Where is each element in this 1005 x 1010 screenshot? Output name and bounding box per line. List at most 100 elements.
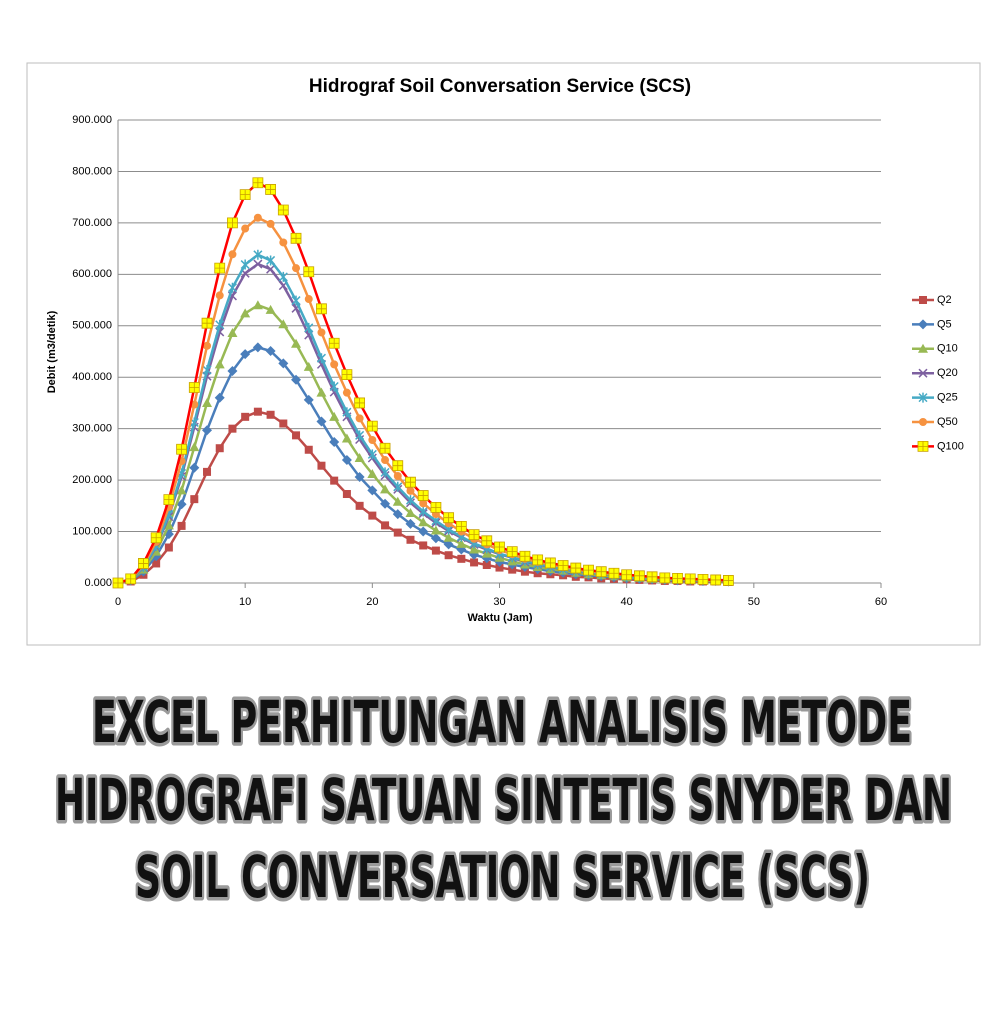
point <box>380 498 391 509</box>
point <box>227 282 237 293</box>
point <box>266 410 275 419</box>
point <box>405 476 416 488</box>
point <box>215 444 224 453</box>
point <box>494 541 505 553</box>
point <box>304 322 314 333</box>
point <box>266 219 275 228</box>
legend-marker <box>917 441 929 452</box>
point <box>292 264 301 273</box>
point <box>506 546 518 558</box>
point <box>368 435 377 444</box>
point <box>379 442 391 454</box>
point <box>227 366 238 377</box>
point <box>253 259 263 269</box>
point <box>419 499 428 508</box>
point <box>508 565 517 574</box>
point <box>393 481 403 492</box>
point <box>112 577 124 589</box>
headline: EXCEL PERHITUNGAN ANALISIS METODE <box>92 688 912 756</box>
point <box>430 525 441 535</box>
point <box>203 467 212 476</box>
y-tick-label: 400.000 <box>72 371 112 383</box>
legend-marker <box>918 343 928 353</box>
point <box>495 563 504 572</box>
point <box>241 224 250 233</box>
point <box>252 342 263 353</box>
point <box>190 495 199 504</box>
chart-title: Hidrograf Soil Conversation Service (SCS… <box>309 76 691 97</box>
point <box>341 369 353 381</box>
point <box>214 392 225 403</box>
point <box>431 546 440 555</box>
point <box>355 430 365 441</box>
point <box>304 295 313 304</box>
point <box>228 250 237 259</box>
point <box>633 570 645 582</box>
point <box>405 508 416 518</box>
point <box>291 295 301 306</box>
x-tick-label: 20 <box>366 596 378 608</box>
point <box>342 490 351 499</box>
legend-label: Q100 <box>937 440 964 452</box>
point <box>329 381 339 392</box>
point <box>354 397 366 409</box>
point <box>239 189 251 200</box>
point <box>367 485 378 496</box>
x-tick-label: 40 <box>621 596 633 608</box>
y-tick-label: 600.000 <box>72 268 112 280</box>
point <box>253 249 263 260</box>
legend-label: Q2 <box>937 294 952 306</box>
headline: SOIL CONVERSATION SERVICE (SCS) <box>135 843 870 911</box>
legend-marker <box>918 319 928 330</box>
point <box>583 564 594 576</box>
legend-label: Q20 <box>937 367 958 379</box>
legend-label: Q10 <box>937 343 958 355</box>
point <box>367 468 378 478</box>
point <box>252 300 263 310</box>
point <box>215 319 225 330</box>
point <box>176 485 187 495</box>
point <box>202 425 213 436</box>
point <box>279 419 288 428</box>
point <box>240 259 250 270</box>
point <box>684 573 696 585</box>
point <box>227 327 238 337</box>
point <box>316 303 327 315</box>
point <box>418 506 428 517</box>
point <box>697 573 709 585</box>
point <box>240 308 251 318</box>
point <box>240 349 251 360</box>
point <box>366 420 378 432</box>
point <box>330 360 339 369</box>
point <box>710 574 722 586</box>
point <box>468 529 480 541</box>
point <box>544 557 556 569</box>
point <box>557 560 569 571</box>
point <box>189 462 200 473</box>
point <box>392 460 404 472</box>
point <box>419 541 428 550</box>
point <box>278 358 289 369</box>
y-tick-label: 700.000 <box>72 217 112 229</box>
point <box>203 341 212 350</box>
point <box>303 394 314 405</box>
legend-marker <box>918 392 928 403</box>
point <box>150 532 162 544</box>
point <box>266 264 276 274</box>
point <box>342 407 352 418</box>
point <box>304 445 313 454</box>
point <box>354 452 365 462</box>
point <box>215 291 224 300</box>
point <box>406 486 415 495</box>
point <box>646 571 658 583</box>
point <box>329 411 340 421</box>
point <box>393 528 402 537</box>
point <box>418 517 429 527</box>
point <box>519 550 531 562</box>
y-tick-label: 200.000 <box>72 474 112 486</box>
point <box>214 262 226 274</box>
point <box>381 521 390 530</box>
point <box>290 232 302 244</box>
point <box>368 511 377 520</box>
point <box>417 490 429 501</box>
